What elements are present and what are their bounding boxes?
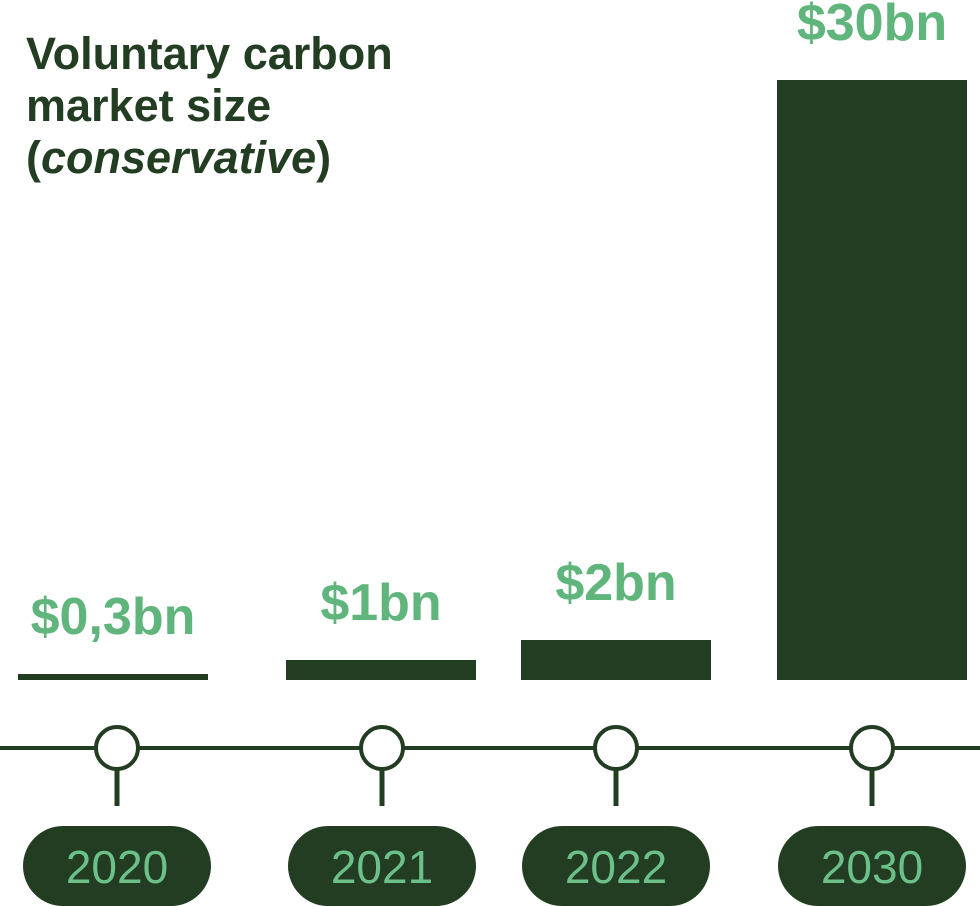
marker-circle-2021 [359,725,405,771]
value-label-2021: $1bn [320,574,441,632]
bar-2021 [286,660,476,680]
year-label-2021: 2021 [331,841,433,893]
year-pill-2021 [288,826,476,906]
value-label-2022: $2bn [555,554,676,612]
bar-2022 [521,640,711,680]
year-label-2020: 2020 [66,841,168,893]
title-qualifier: conservative [41,132,317,183]
bar-2020 [18,674,208,680]
year-label-2030: 2030 [821,841,923,893]
bars-group [18,80,967,680]
marker-circle-2020 [94,725,140,771]
bar-2030 [777,80,967,680]
year-label-2022: 2022 [565,841,667,893]
timeline-markers-group [94,725,895,806]
year-pill-2022 [522,826,710,906]
year-pill-2020 [23,826,211,906]
title-open-paren: ( [26,132,41,183]
chart-title: Voluntary carbon market size (conservati… [26,28,393,184]
title-line-2: market size [26,80,272,131]
value-label-2020: $0,3bn [31,588,196,646]
title-line-1: Voluntary carbon [26,28,393,79]
year-pills-group: 2020 2021 2022 2030 [23,826,966,906]
year-pill-2030 [778,826,966,906]
title-close-paren: ) [316,132,332,183]
marker-circle-2022 [593,725,639,771]
marker-circle-2030 [849,725,895,771]
value-labels-group: $0,3bn $1bn $2bn $30bn [31,0,948,646]
value-label-2030: $30bn [797,0,947,52]
